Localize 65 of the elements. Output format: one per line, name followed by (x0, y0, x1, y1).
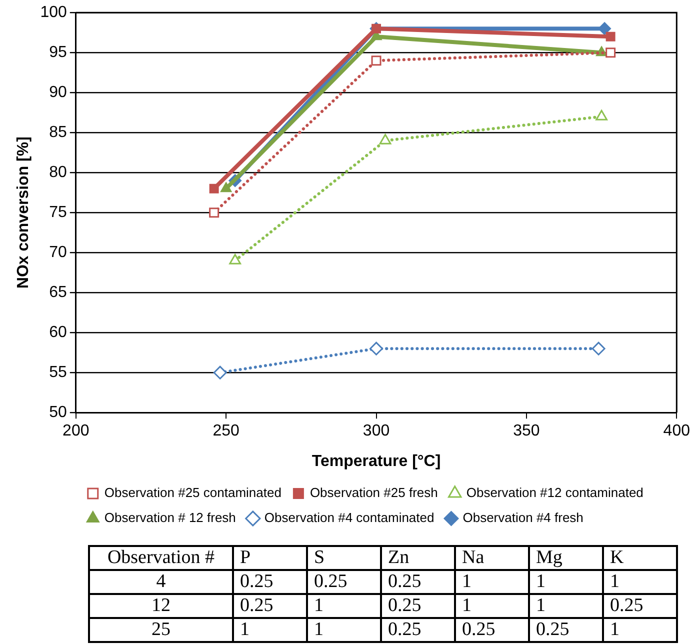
text: 0.25 (233, 594, 307, 618)
category-label: Na (455, 546, 529, 570)
y-tick-label: 60 (49, 324, 67, 342)
category-label: Mg (529, 546, 603, 570)
y-tick-label: 100 (40, 4, 67, 22)
text: 0.25 (381, 618, 455, 642)
point (606, 32, 616, 42)
y-tick-label: 70 (49, 244, 67, 262)
category-label: S (307, 546, 381, 570)
y-tick-label: 95 (49, 44, 67, 62)
text: 0.25 (381, 570, 455, 594)
legend-label: Observation #12 contaminated (466, 485, 644, 500)
y-tick-label: 50 (49, 404, 67, 422)
point (371, 56, 382, 66)
x-tick-label: 400 (663, 422, 690, 440)
point (209, 184, 219, 194)
y-tick-label: 75 (49, 204, 67, 222)
point (213, 366, 227, 380)
text: 1 (233, 618, 307, 642)
text: 1 (455, 594, 529, 618)
text: 0.25 (307, 570, 381, 594)
point (209, 208, 220, 218)
point (379, 134, 392, 144)
text: 0.25 (529, 618, 603, 642)
x-tick-label: 350 (513, 422, 540, 440)
category-label: Zn (381, 546, 455, 570)
text: 12 (89, 594, 233, 618)
legend-label: Observation #4 fresh (462, 510, 584, 526)
text: 0.25 (233, 570, 307, 594)
point (229, 254, 242, 264)
text: 1 (455, 570, 529, 594)
text: 1 (307, 594, 381, 618)
y-tick-label: 90 (49, 84, 67, 102)
text: 1 (307, 618, 381, 642)
y-tick-label: 80 (49, 164, 67, 182)
y-tick-label: 65 (49, 284, 67, 302)
y-tick-label: 55 (49, 364, 67, 382)
point (596, 110, 608, 120)
point (606, 48, 616, 58)
text: 1 (529, 570, 603, 594)
point (592, 342, 606, 356)
y-axis-title: NOx conversion [%] (15, 136, 32, 289)
legend-label: Observation # 12 fresh (104, 510, 236, 526)
point (598, 22, 612, 36)
text: 1 (603, 618, 677, 642)
legend-label: Observation #25 contaminated (104, 485, 282, 500)
text: 25 (89, 618, 233, 642)
x-tick-label: 200 (62, 422, 90, 440)
text: 1 (603, 570, 677, 594)
text: 0.25 (381, 594, 455, 618)
y-tick-label: 85 (49, 124, 67, 142)
x-axis-title: Temperature [°C] (312, 452, 441, 470)
legend-label: Observation #4 contaminated (264, 510, 434, 526)
text: 0.25 (455, 618, 529, 642)
point (370, 342, 384, 356)
category-label: P (233, 546, 307, 570)
text: 0.25 (603, 594, 677, 618)
x-tick-label: 300 (362, 422, 390, 440)
text: 1 (529, 594, 603, 618)
category-label: Observation # (89, 546, 233, 570)
point (220, 182, 232, 192)
x-tick-label: 250 (212, 422, 240, 440)
text: 4 (89, 570, 233, 594)
category-label: K (603, 546, 677, 570)
legend-label: Observation #25 fresh (310, 485, 438, 500)
